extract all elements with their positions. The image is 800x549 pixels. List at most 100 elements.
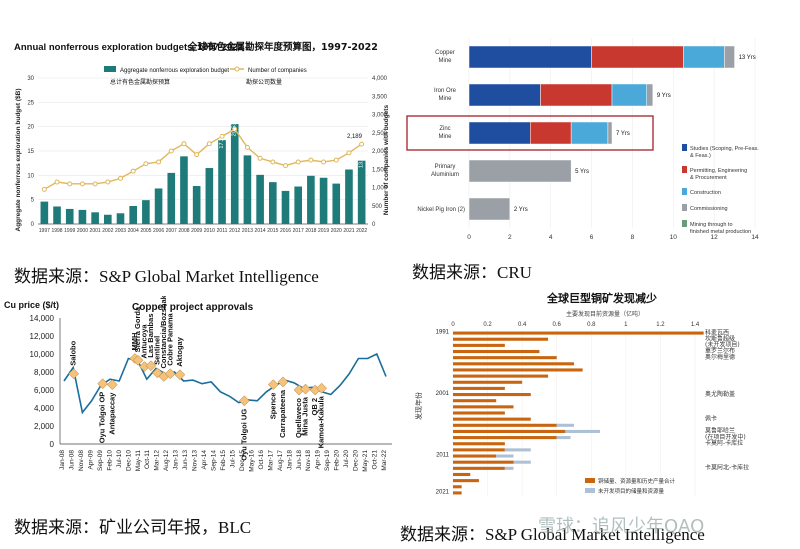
x-tick-label: May-16 <box>248 450 255 472</box>
budget-bar <box>65 208 74 224</box>
category-label: Nickel Pig Iron (2) <box>417 207 465 213</box>
companies-point <box>67 181 73 187</box>
companies-point <box>130 168 136 174</box>
x-tick-label: Dec-20 <box>353 450 360 471</box>
approval-label: Sierra Gorda <box>133 306 142 352</box>
discovery-plot: 0 0.2 0.4 0.6 0.8 1 1.2 1.4 1991 2001 2011 2021 科麦瓦西… <box>436 322 749 496</box>
x-tick-label: 6 <box>590 234 594 241</box>
mine-annotation: 奥尔梅里德 <box>705 353 735 361</box>
y-tick-label: 8,000 <box>34 368 55 377</box>
discovery-bar-undeveloped <box>513 460 531 464</box>
companies-point <box>181 141 187 147</box>
companies-point <box>321 159 327 165</box>
ylabel-left: Aggregate nonferrous exploration budget … <box>15 88 22 231</box>
budget-bar <box>91 212 99 224</box>
discovery-svg: 全球巨型铜矿发现减少 主要发现目前资源量（亿吨） 发现年份 0 0.2 0.4 0.6… <box>414 291 749 496</box>
legend-label: 未开发项目的储量和资源量 <box>598 487 665 495</box>
companies-point <box>219 133 225 139</box>
legend-label: Commissioning <box>690 206 728 212</box>
x-tick-label: 10 <box>670 234 678 241</box>
x-tick-label: 2001 <box>90 228 101 234</box>
x-tick-label: Mar-12 <box>154 450 161 471</box>
approval-label: Oyu Tolgoi OP <box>98 392 107 444</box>
discovery-bar-undeveloped <box>504 466 514 470</box>
x-tick-label: Dec-10 <box>125 450 132 471</box>
legend-line-label: Number of companies <box>248 68 307 74</box>
companies-point <box>283 163 288 169</box>
discovery-bar <box>453 362 574 366</box>
copper-price-svg: Cu price ($/t) Copper project approvals … <box>4 296 392 472</box>
copper-plot: 0 2,000 4,000 6,000 8,000 10,000 12,000 14,000 J… <box>30 296 392 472</box>
mine-annotation: (在项目开发中) <box>705 433 746 441</box>
x-tick-label: 0 <box>451 322 455 328</box>
companies-point <box>244 144 250 150</box>
mid-bar-label: 17.23 <box>219 135 225 149</box>
mine-annotation: 卡莫阿北-卡库拉 <box>705 464 749 472</box>
companies-point <box>257 155 263 161</box>
exploration-title-cn: 全球有色金属勘探年度预算图，1997-2022 <box>187 41 378 53</box>
cu-title: Copper project approvals <box>132 302 254 313</box>
x-tick-label: 2000 <box>77 228 88 234</box>
x-tick-label: Apr-14 <box>201 450 208 470</box>
x-tick-label: 2003 <box>115 228 126 234</box>
budget-bar <box>78 209 87 224</box>
x-tick-label: 2005 <box>140 228 151 234</box>
x-tick-label: 2019 <box>318 228 329 234</box>
highlight-box <box>406 115 654 151</box>
x-tick-label: 2017 <box>293 228 304 234</box>
y-left-tick: 30 <box>27 76 34 82</box>
budget-bar <box>281 190 290 224</box>
y-right-tick: 3,000 <box>372 113 388 119</box>
x-tick-label: Jun-08 <box>68 450 75 470</box>
total-label: 13 Yrs <box>739 55 756 61</box>
discovery-bar <box>453 331 704 335</box>
legend-label: Studies (Scoping, Pre-Feas. <box>690 146 759 152</box>
x-tick-label: 2009 <box>191 228 202 234</box>
budget-bar <box>129 205 137 224</box>
mine-annotation: 卡莫阿-卡库拉 <box>705 439 743 447</box>
budget-bar <box>230 124 239 224</box>
mine-annotation: 佩卡 <box>705 414 717 422</box>
approval-label: Aktogay <box>175 336 184 366</box>
x-tick-label: 14 <box>751 234 759 241</box>
y-right-tick: 1,500 <box>372 167 388 173</box>
x-tick-label: Feb-20 <box>334 450 341 471</box>
total-label: 5 Yrs <box>575 169 589 175</box>
budget-bar <box>192 186 201 224</box>
source-caption-4: 数据来源：S&P Global Market Intelligence <box>400 525 705 544</box>
x-tick-label: 2008 <box>178 228 189 234</box>
discovery-bar <box>453 399 497 403</box>
legend-swatch <box>585 488 595 493</box>
x-tick-label: 1999 <box>64 228 75 234</box>
budget-bar <box>256 174 264 224</box>
x-tick-label: 0.2 <box>483 322 492 328</box>
x-tick-label: Mar-22 <box>381 450 388 471</box>
x-tick-label: Nov-18 <box>305 450 312 471</box>
discovery-bar <box>453 356 557 360</box>
legend-label-cont: finished metal production <box>690 229 751 235</box>
budget-bar <box>332 183 341 224</box>
leadtime-segment <box>530 121 572 145</box>
x-tick-label: Dec-15 <box>239 450 246 471</box>
y-right-tick: 0 <box>372 222 376 228</box>
x-tick-label: Apr-09 <box>87 450 94 470</box>
x-tick-label: Jan-08 <box>59 450 66 470</box>
x-tick-label: 2021 <box>343 228 354 234</box>
legend-bar-swatch <box>104 66 116 72</box>
budget-bar <box>218 140 226 224</box>
discovery-bar <box>453 472 471 477</box>
x-tick-label: 1.2 <box>656 322 665 328</box>
watermark: 雪球：追风少年QAQ <box>538 516 705 537</box>
companies-point <box>270 159 276 165</box>
approval-label: Sentinel <box>152 336 161 365</box>
x-tick-label: Apr-19 <box>315 450 322 470</box>
discovery-bar <box>453 337 549 341</box>
last-line-label: 2,189 <box>347 134 363 140</box>
x-tick-label: Oct-16 <box>258 450 265 470</box>
x-tick-label: Feb-10 <box>106 450 113 471</box>
exploration-budget-chart: Annual nonferrous exploration budgets, 1… <box>0 0 395 250</box>
mine-annotation: 重罗兰尔布 <box>705 347 735 355</box>
x-tick-label: 2020 <box>331 228 342 234</box>
companies-point <box>92 181 98 187</box>
approval-label: Antucoya <box>140 324 149 359</box>
